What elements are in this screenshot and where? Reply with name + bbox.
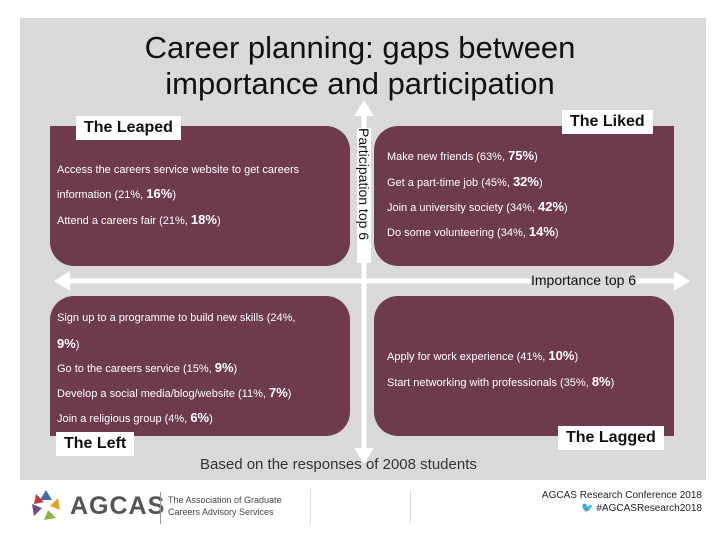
left-item: Go to the careers service (15%, 9%): [57, 360, 238, 375]
horizontal-axis-label: Importance top 6: [531, 272, 637, 288]
leaped-item: Access the careers service website to ge…: [57, 164, 300, 176]
label-left: The Left: [56, 432, 135, 456]
leaped-item: Attend a careers fair (21%, 18%): [57, 212, 221, 227]
agcas-logo-icon: [32, 490, 60, 520]
conference-info: AGCAS Research Conference 2018 🐦 #AGCASR…: [541, 490, 702, 514]
leaped-item: information (21%, 16%): [57, 186, 176, 201]
label-lagged: The Lagged: [558, 426, 664, 450]
quadrant-left: [50, 296, 350, 436]
horizontal-axis-arrow-right: [674, 271, 690, 291]
vertical-axis-label-bg: [357, 128, 371, 263]
liked-item: Make new friends (63%, 75%): [387, 148, 538, 163]
agcas-logo-text: AGCAS: [70, 492, 166, 520]
footer-divider: [410, 490, 411, 524]
caption: Based on the responses of 2008 students: [200, 456, 477, 473]
lagged-item: Start networking with professionals (35%…: [387, 374, 615, 389]
label-leaped: The Leaped: [76, 116, 181, 140]
liked-item: Do some volunteering (34%, 14%): [387, 224, 559, 239]
lagged-item: Apply for work experience (41%, 10%): [387, 348, 579, 363]
footer-divider: [160, 492, 161, 524]
org-name: The Association of Graduate Careers Advi…: [168, 495, 282, 517]
left-item: Develop a social media/blog/website (11%…: [57, 385, 292, 400]
vertical-axis-arrow-up: [354, 100, 374, 116]
footer-divider: [310, 490, 311, 524]
left-item: Sign up to a programme to build new skil…: [57, 312, 296, 324]
horizontal-axis-arrow-left: [54, 271, 70, 291]
vertical-axis-arrow-down: [354, 448, 374, 464]
left-item: 9%): [57, 336, 80, 351]
liked-item: Join a university society (34%, 42%): [387, 199, 568, 214]
twitter-icon: 🐦: [581, 503, 594, 514]
quadrant-lagged: [374, 296, 674, 436]
vertical-axis-label: Participation top 6: [356, 128, 372, 241]
quadrant-leaped: [50, 126, 350, 266]
slide-title: Career planning: gaps between importance…: [144, 30, 576, 101]
label-liked: The Liked: [562, 110, 653, 134]
left-item: Join a religious group (4%, 6%): [57, 410, 213, 425]
liked-item: Get a part-time job (45%, 32%): [387, 174, 543, 189]
quadrant-liked: [374, 126, 674, 266]
